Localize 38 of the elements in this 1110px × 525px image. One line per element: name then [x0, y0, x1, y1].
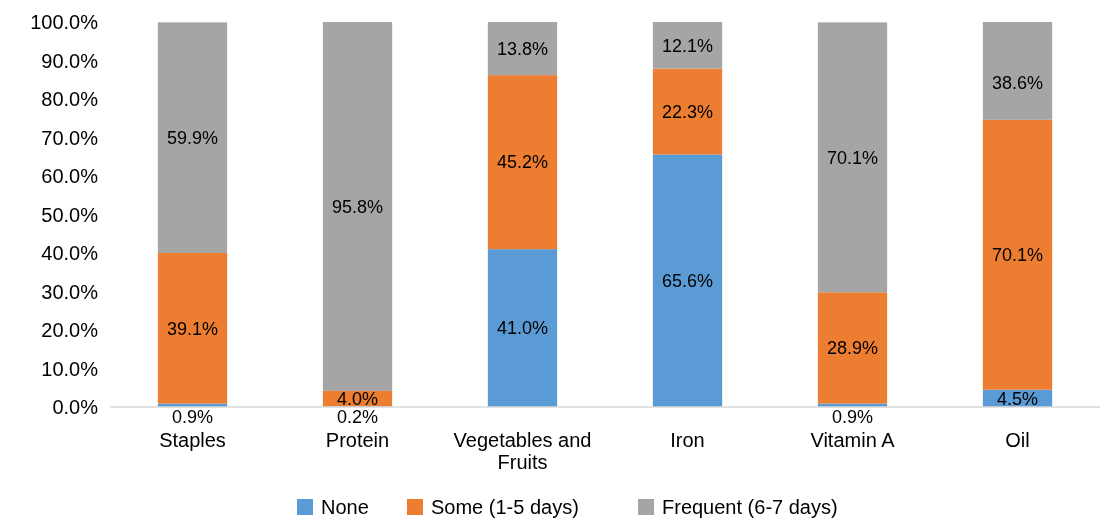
data-label: 0.9%: [831, 407, 874, 428]
data-label: 13.8%: [496, 38, 549, 59]
y-tick-label: 60.0%: [41, 165, 99, 187]
x-tick-label: Protein: [325, 429, 390, 451]
data-label: 22.3%: [661, 101, 714, 122]
x-tick-label: Vegetables and Fruits: [453, 429, 592, 473]
data-label: 4.0%: [336, 388, 379, 409]
data-label: 70.1%: [991, 245, 1044, 266]
data-label: 65.6%: [661, 271, 714, 292]
annotation: 38.6%: [991, 73, 1044, 94]
y-tick-label: 90.0%: [41, 49, 99, 72]
data-label: 39.1%: [166, 318, 219, 339]
data-label: 95.8%: [331, 196, 384, 217]
y-tick-label: 80.0%: [41, 88, 99, 110]
data-label: 59.9%: [166, 127, 219, 148]
x-tick-label: Iron: [670, 429, 705, 451]
y-tick-label: 100.0%: [30, 11, 99, 33]
y-tick-label: 30.0%: [41, 280, 99, 303]
y-tick-label: 40.0%: [41, 242, 99, 264]
data-label: 12.1%: [661, 35, 714, 56]
data-label: 4.5%: [996, 388, 1039, 409]
y-tick-label: 70.0%: [41, 126, 99, 149]
data-label: 0.9%: [171, 407, 214, 428]
data-label: 28.9%: [826, 338, 879, 359]
legend-label: None: [321, 496, 369, 518]
x-tick-label: Staples: [159, 429, 226, 451]
data-label: 0.2%: [336, 407, 379, 428]
y-tick-label: 20.0%: [41, 319, 99, 341]
legend-label: Some (1-5 days): [431, 496, 579, 518]
y-tick-label: 50.0%: [41, 203, 99, 226]
y-tick-label: 10.0%: [41, 357, 99, 380]
data-label: 41.0%: [496, 318, 549, 339]
x-tick-label: Oil: [1005, 429, 1030, 451]
x-tick-label: Vitamin A: [810, 429, 896, 451]
y-tick-label: 0.0%: [52, 396, 99, 418]
data-label: 45.2%: [496, 152, 549, 173]
data-label: 70.1%: [826, 147, 879, 168]
legend-label: Frequent (6-7 days): [662, 496, 838, 518]
